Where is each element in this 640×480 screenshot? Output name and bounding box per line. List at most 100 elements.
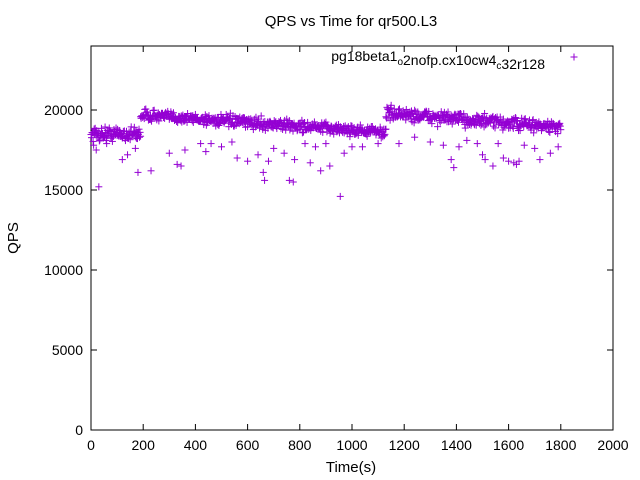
data-point	[486, 118, 494, 126]
data-point	[444, 108, 452, 116]
data-point	[191, 110, 199, 118]
y-axis-title: QPS	[5, 222, 22, 254]
data-point	[112, 124, 120, 132]
data-point-outlier	[306, 159, 314, 167]
data-point-outlier	[439, 141, 447, 149]
data-point	[380, 132, 388, 140]
x-tick-label: 1000	[336, 437, 367, 453]
data-points	[87, 101, 565, 200]
data-point	[102, 136, 110, 144]
data-point-outlier	[494, 140, 502, 148]
data-point	[546, 128, 554, 136]
data-point	[379, 131, 387, 139]
y-axis: 0 5000 10000 15000 20000	[44, 102, 613, 438]
data-point	[383, 105, 391, 113]
data-point	[126, 136, 134, 144]
data-point	[554, 130, 562, 138]
data-point	[201, 111, 209, 119]
data-point-outlier	[259, 168, 267, 176]
data-point-outlier	[218, 143, 225, 151]
data-point	[323, 121, 331, 129]
y-tick-label: 5000	[52, 342, 83, 358]
data-point-outlier	[118, 156, 126, 164]
data-point-outlier	[197, 140, 205, 148]
data-point	[529, 117, 537, 125]
data-point	[425, 107, 433, 115]
data-point-outlier	[103, 140, 111, 148]
data-point	[143, 108, 151, 116]
x-tick-label: 1400	[441, 437, 472, 453]
x-tick-label: 1600	[493, 437, 524, 453]
data-point	[363, 132, 371, 140]
data-point	[169, 109, 177, 117]
data-point	[499, 126, 507, 134]
data-point	[319, 128, 327, 136]
data-point	[155, 117, 163, 125]
data-point	[257, 112, 265, 120]
data-point	[108, 134, 116, 142]
data-point	[556, 122, 564, 130]
data-point	[386, 116, 394, 124]
data-point-outlier	[202, 148, 210, 156]
legend-marker-plus	[570, 53, 578, 61]
data-point	[269, 124, 277, 132]
data-point	[286, 126, 294, 134]
data-point-outlier	[447, 156, 455, 164]
data-point-outlier	[254, 151, 262, 159]
data-point-outlier	[131, 144, 139, 152]
data-point	[137, 132, 145, 140]
x-tick-label: 2000	[597, 437, 628, 453]
data-point	[521, 115, 529, 123]
data-point	[509, 124, 517, 132]
data-point	[322, 118, 330, 126]
data-point	[428, 120, 436, 128]
data-point	[402, 105, 410, 113]
data-point-outlier	[181, 146, 189, 154]
data-point-outlier	[134, 168, 142, 176]
data-point	[106, 126, 114, 134]
data-point	[97, 124, 105, 132]
data-point-outlier	[95, 183, 103, 191]
data-point	[142, 105, 150, 113]
data-point	[180, 117, 188, 125]
data-point	[557, 126, 565, 134]
y-tick-label: 15000	[44, 182, 83, 198]
data-point-outlier	[450, 164, 458, 172]
data-point	[135, 125, 143, 133]
data-point	[410, 119, 418, 127]
data-point	[520, 115, 528, 123]
data-point	[474, 112, 482, 120]
data-point	[481, 109, 489, 117]
data-point-outlier	[244, 157, 252, 165]
legend-marker	[570, 53, 578, 61]
data-point-outlier	[207, 140, 215, 148]
data-point-outlier	[374, 140, 382, 148]
data-point	[96, 136, 104, 144]
data-point-outlier	[479, 151, 486, 159]
data-point	[136, 128, 144, 136]
data-point	[88, 134, 96, 142]
data-point-outlier	[395, 140, 403, 148]
data-point-outlier	[531, 144, 539, 152]
data-point	[530, 129, 538, 137]
data-point-outlier	[473, 140, 481, 148]
data-point	[101, 123, 109, 131]
x-tick-label: 1200	[389, 437, 420, 453]
data-point	[356, 121, 364, 129]
data-point	[381, 130, 389, 138]
data-point-outlier	[463, 136, 471, 144]
data-point-outlier	[173, 160, 181, 168]
data-point-outlier	[165, 149, 173, 157]
data-point-outlier	[554, 143, 562, 151]
data-point-outlier	[264, 157, 272, 165]
data-point	[130, 123, 138, 131]
plot-frame	[90, 45, 614, 431]
data-point-outlier	[340, 149, 348, 157]
data-point-outlier	[515, 157, 523, 165]
x-tick-label: 800	[288, 437, 312, 453]
data-point-outlier	[536, 156, 544, 164]
data-point-outlier	[261, 176, 269, 184]
data-point	[298, 129, 306, 137]
data-point	[460, 110, 468, 118]
data-point	[402, 116, 410, 124]
